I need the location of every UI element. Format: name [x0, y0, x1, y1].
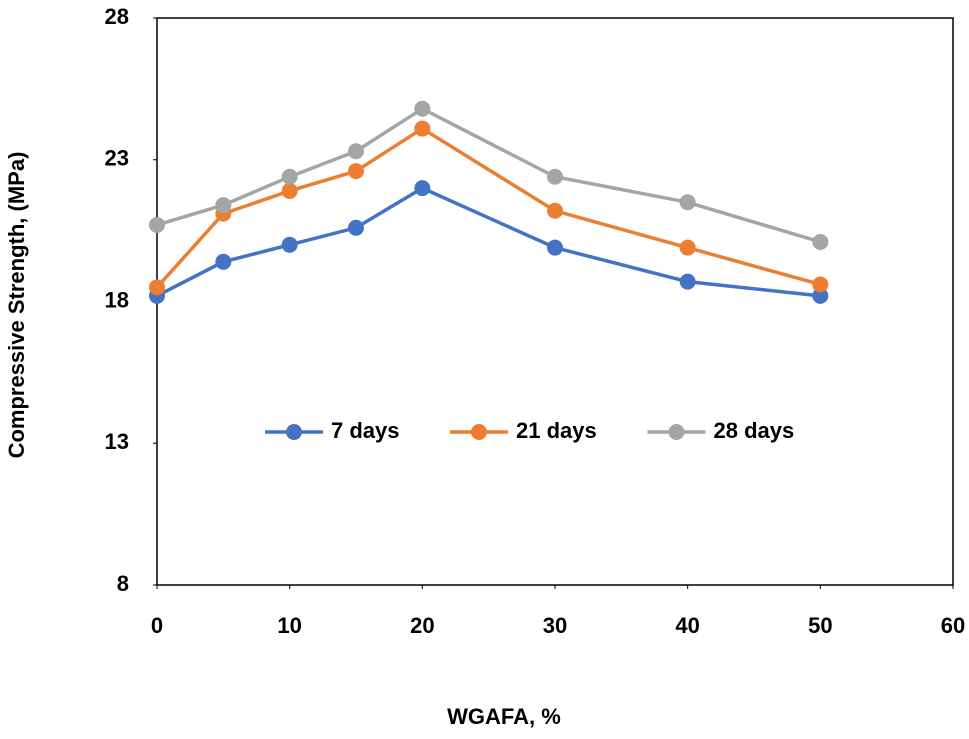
data-point: [281, 182, 298, 199]
data-point: [679, 194, 696, 211]
legend-marker: [286, 424, 302, 440]
plot-frame: [156, 17, 954, 586]
data-point: [812, 276, 829, 293]
series-line: [156, 186, 821, 298]
y-tick-label: 13: [105, 429, 129, 454]
data-point: [281, 236, 298, 253]
data-point: [215, 253, 232, 270]
x-tick-label: 0: [151, 613, 163, 638]
data-point: [348, 143, 364, 160]
x-axis-label: WGAFA, %: [447, 704, 561, 729]
y-tick-label: 18: [105, 287, 129, 312]
y-tick-label: 23: [105, 146, 129, 171]
series-line: [155, 126, 821, 289]
data-point: [547, 202, 563, 219]
y-tick-label: 8: [117, 571, 129, 596]
data-point: [348, 219, 364, 236]
data-point: [812, 287, 829, 304]
x-tick-label: 40: [675, 613, 699, 638]
data-point: [149, 216, 165, 233]
y-axis-label: Compressive Strength, (MPa): [4, 152, 29, 459]
x-tick-label: 30: [543, 613, 567, 638]
x-tick-label: 50: [808, 613, 832, 638]
data-point: [414, 120, 431, 137]
data-point: [215, 197, 232, 214]
x-tick-label: 10: [277, 613, 301, 638]
data-point: [281, 168, 298, 185]
x-tick-label: 20: [410, 613, 434, 638]
data-point: [547, 239, 563, 256]
data-point: [149, 279, 165, 296]
legend-marker: [668, 424, 685, 440]
data-point: [679, 273, 696, 290]
data-point: [547, 168, 563, 185]
data-point: [679, 239, 696, 256]
legend-label: 28 days: [714, 418, 795, 443]
y-tick-label: 28: [105, 4, 129, 29]
data-point: [812, 233, 829, 250]
legend-label: 21 days: [516, 418, 597, 443]
data-point: [414, 100, 431, 117]
legend-marker: [471, 424, 487, 440]
legend-label: 7 days: [331, 418, 400, 443]
data-point: [414, 180, 431, 197]
series-line: [156, 106, 821, 244]
data-point: [348, 163, 364, 180]
x-tick-label: 60: [941, 613, 965, 638]
